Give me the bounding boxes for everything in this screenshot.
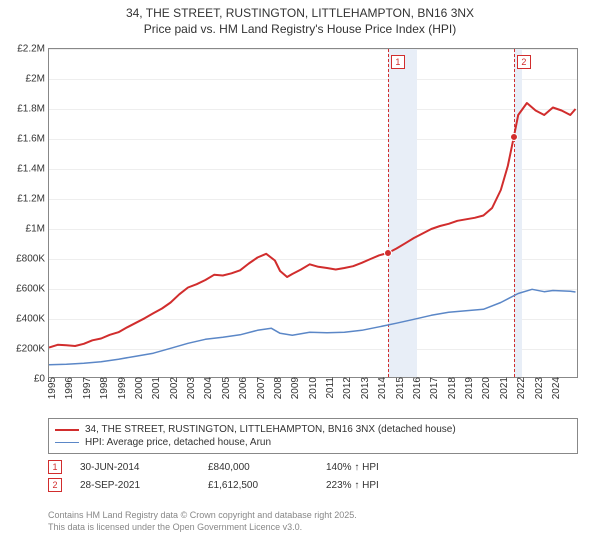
x-tick-label: 2012 — [340, 377, 353, 399]
x-tick-label: 2024 — [549, 377, 562, 399]
y-tick-label: £1.8M — [17, 104, 49, 115]
sale-point — [384, 249, 392, 257]
footer-text: Contains HM Land Registry data © Crown c… — [48, 510, 357, 533]
x-tick-label: 2008 — [271, 377, 284, 399]
y-tick-label: £2.2M — [17, 44, 49, 55]
x-tick-label: 2019 — [462, 377, 475, 399]
x-tick-label: 2016 — [410, 377, 423, 399]
chart-title: 34, THE STREET, RUSTINGTON, LITTLEHAMPTO… — [0, 0, 600, 41]
series-property — [49, 103, 576, 348]
legend-item: HPI: Average price, detached house, Arun — [55, 436, 571, 449]
x-tick-label: 2000 — [132, 377, 145, 399]
y-tick-label: £2M — [26, 74, 49, 85]
x-tick-label: 2020 — [479, 377, 492, 399]
x-tick-label: 2015 — [393, 377, 406, 399]
x-tick-label: 1996 — [62, 377, 75, 399]
x-tick-label: 2010 — [306, 377, 319, 399]
sale-price: £1,612,500 — [208, 480, 308, 491]
x-tick-label: 2014 — [375, 377, 388, 399]
x-tick-label: 2011 — [323, 377, 336, 399]
sale-point — [510, 133, 518, 141]
legend-swatch — [55, 429, 79, 431]
legend-item: 34, THE STREET, RUSTINGTON, LITTLEHAMPTO… — [55, 423, 571, 436]
chart-container: 34, THE STREET, RUSTINGTON, LITTLEHAMPTO… — [0, 0, 600, 560]
legend-swatch — [55, 442, 79, 443]
x-tick-label: 2001 — [149, 377, 162, 399]
sale-row: 1 30-JUN-2014 £840,000 140% ↑ HPI — [48, 458, 379, 476]
x-tick-label: 1999 — [115, 377, 128, 399]
x-tick-label: 1997 — [80, 377, 93, 399]
sale-row: 2 28-SEP-2021 £1,612,500 223% ↑ HPI — [48, 476, 379, 494]
x-tick-label: 1998 — [97, 377, 110, 399]
y-tick-label: £400K — [16, 314, 49, 325]
x-tick-label: 1995 — [45, 377, 58, 399]
sale-hpi: 140% ↑ HPI — [326, 462, 379, 473]
sale-hpi: 223% ↑ HPI — [326, 480, 379, 491]
footer-line-2: This data is licensed under the Open Gov… — [48, 522, 357, 534]
y-tick-label: £600K — [16, 284, 49, 295]
x-tick-label: 2023 — [532, 377, 545, 399]
sale-date: 30-JUN-2014 — [80, 462, 190, 473]
x-tick-label: 2022 — [514, 377, 527, 399]
x-tick-label: 2007 — [254, 377, 267, 399]
x-tick-label: 2021 — [497, 377, 510, 399]
legend: 34, THE STREET, RUSTINGTON, LITTLEHAMPTO… — [48, 418, 578, 454]
y-tick-label: £200K — [16, 344, 49, 355]
x-tick-label: 2003 — [184, 377, 197, 399]
legend-label: HPI: Average price, detached house, Arun — [85, 437, 271, 448]
x-tick-label: 2004 — [201, 377, 214, 399]
sale-date: 28-SEP-2021 — [80, 480, 190, 491]
x-tick-label: 2018 — [445, 377, 458, 399]
x-tick-label: 2006 — [236, 377, 249, 399]
x-tick-label: 2013 — [358, 377, 371, 399]
title-line-2: Price paid vs. HM Land Registry's House … — [8, 22, 592, 38]
x-tick-label: 2009 — [288, 377, 301, 399]
footer-line-1: Contains HM Land Registry data © Crown c… — [48, 510, 357, 522]
y-tick-label: £1.6M — [17, 134, 49, 145]
x-tick-label: 2017 — [427, 377, 440, 399]
y-tick-label: £1M — [26, 224, 49, 235]
plot-area: £0£200K£400K£600K£800K£1M£1.2M£1.4M£1.6M… — [48, 48, 578, 378]
sales-table: 1 30-JUN-2014 £840,000 140% ↑ HPI 2 28-SEP-20… — [48, 458, 379, 494]
y-tick-label: £800K — [16, 254, 49, 265]
x-tick-label: 2005 — [219, 377, 232, 399]
sale-price: £840,000 — [208, 462, 308, 473]
x-tick-label: 2002 — [167, 377, 180, 399]
legend-label: 34, THE STREET, RUSTINGTON, LITTLEHAMPTO… — [85, 424, 456, 435]
title-line-1: 34, THE STREET, RUSTINGTON, LITTLEHAMPTO… — [8, 6, 592, 22]
y-tick-label: £1.2M — [17, 194, 49, 205]
sale-row-marker: 1 — [48, 460, 62, 474]
sale-row-marker: 2 — [48, 478, 62, 492]
y-tick-label: £1.4M — [17, 164, 49, 175]
series-svg — [49, 49, 579, 379]
